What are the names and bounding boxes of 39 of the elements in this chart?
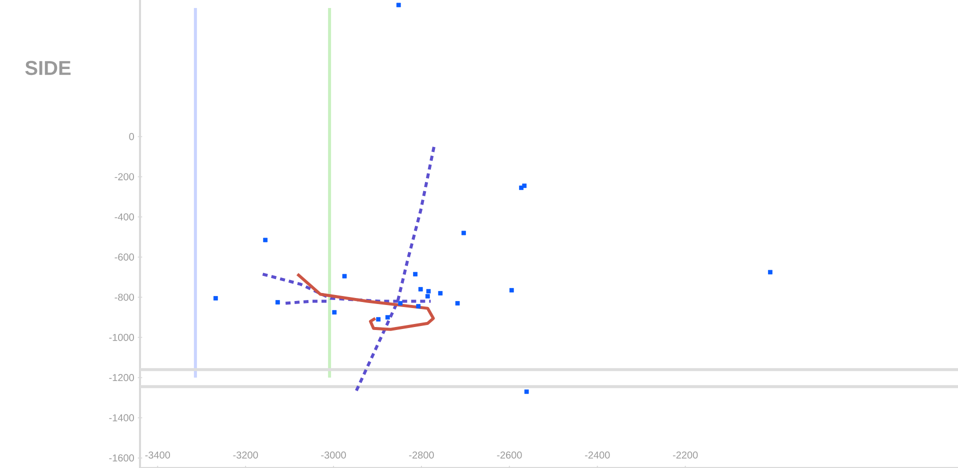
point xyxy=(461,230,466,236)
x-tick-label: -3200 xyxy=(233,452,258,459)
point xyxy=(522,184,527,188)
x-tick-label: -3400 xyxy=(145,452,170,459)
x-tick-label: -2200 xyxy=(672,452,698,459)
y-tick-label: -1400 xyxy=(109,414,134,422)
text: SIDE xyxy=(25,60,71,76)
x-tick-label: -2600 xyxy=(497,452,522,459)
point xyxy=(455,301,460,306)
point xyxy=(385,315,390,320)
point xyxy=(416,304,421,308)
point xyxy=(418,287,423,292)
y-tick-label: -1000 xyxy=(109,334,134,341)
y-tick-label: -800 xyxy=(114,294,134,301)
y-tick-label: -1600 xyxy=(109,454,134,462)
point xyxy=(376,317,381,322)
point xyxy=(425,294,430,298)
y-tick-label: -1200 xyxy=(109,374,134,382)
x-tick-label: -3000 xyxy=(321,452,346,459)
point xyxy=(332,310,337,315)
line-series xyxy=(296,272,435,331)
point xyxy=(275,300,280,304)
y-tick-label: 0 xyxy=(129,133,134,140)
y-tick-label: -600 xyxy=(114,254,134,261)
x-tick-label: -2800 xyxy=(409,452,434,459)
y-tick-label: -200 xyxy=(114,173,134,180)
point xyxy=(413,272,418,276)
point xyxy=(509,288,514,292)
point xyxy=(768,270,772,274)
y-tick-label: -400 xyxy=(114,213,134,220)
x-tick-label: -2400 xyxy=(585,452,610,459)
point xyxy=(342,274,347,278)
point xyxy=(396,2,401,8)
point xyxy=(398,301,403,306)
point xyxy=(426,289,431,294)
point xyxy=(263,238,268,242)
point xyxy=(213,296,218,300)
point xyxy=(438,291,443,296)
point xyxy=(524,389,529,394)
